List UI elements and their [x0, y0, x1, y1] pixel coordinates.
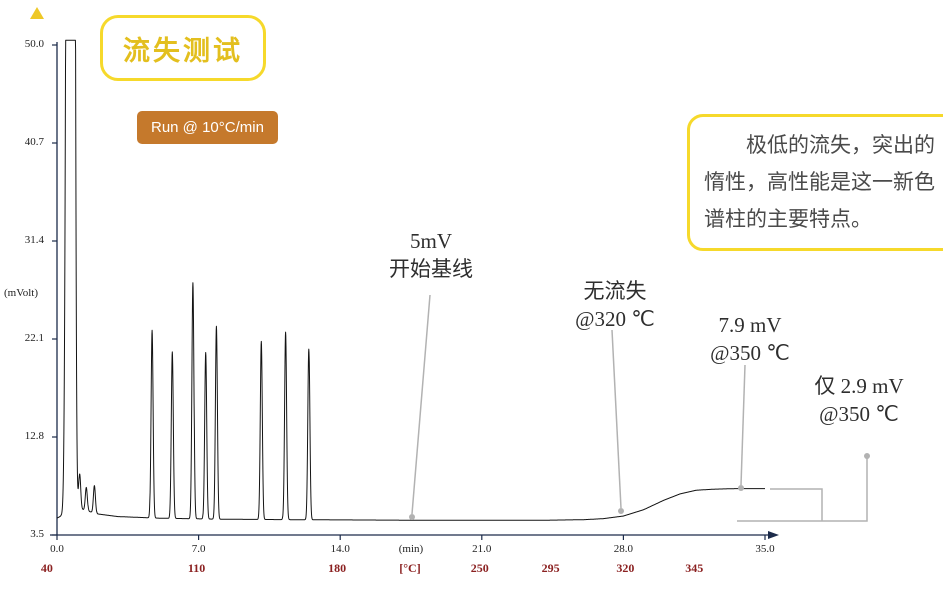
title-text: 流失测试: [123, 35, 243, 66]
temp-tick-label: [°C]: [399, 561, 421, 575]
y-tick-label: 50.0: [24, 38, 44, 50]
x-tick-label: 7.0: [191, 543, 206, 555]
annotation-no-bleed: 无流失 @320 ℃: [551, 277, 679, 333]
step-measure-bracket: [737, 457, 868, 522]
yellow-arrow-icon: [30, 7, 44, 19]
step-level-bracket: [770, 488, 823, 521]
temp-tick-label: 320: [616, 561, 635, 575]
annotation-pointer-dot: [738, 485, 744, 491]
run-rate-badge: Run @ 10°C/min: [137, 111, 278, 144]
temp-tick-label: 345: [685, 561, 704, 575]
annotation-value: 7.9 mV: [718, 313, 782, 337]
annotation-caption: @320 ℃: [575, 307, 655, 331]
y-axis-unit-label: (mVolt): [4, 287, 39, 299]
callout-box: 极低的流失，突出的惰性，高性能是这一新色谱柱的主要特点。: [687, 114, 943, 251]
annotation-caption: 开始基线: [389, 257, 473, 281]
callout-text: 极低的流失，突出的惰性，高性能是这一新色谱柱的主要特点。: [704, 133, 935, 231]
annotation-pointer-dot: [409, 514, 415, 520]
annotation-value: 无流失: [583, 279, 647, 303]
x-axis-arrow-icon: [768, 531, 779, 539]
y-tick-label: 31.4: [24, 234, 44, 246]
x-tick-label: 0.0: [50, 543, 64, 555]
x-tick-label: 14.0: [330, 543, 350, 555]
x-tick-label: 35.0: [755, 543, 775, 555]
annotation-pointer-dot: [618, 508, 624, 514]
annotation-value: 仅 2.9 mV: [814, 374, 904, 398]
temp-tick-label: 250: [470, 561, 489, 575]
temp-tick-label: 40: [40, 561, 53, 575]
title-badge: 流失测试: [100, 15, 266, 81]
y-tick-label: 3.5: [30, 528, 44, 540]
annotation-caption: @350 ℃: [819, 402, 899, 426]
step-measure-dot: [864, 453, 870, 459]
temp-tick-label: 295: [541, 561, 560, 575]
annotation-pointer-line: [611, 329, 622, 509]
y-tick-label: 40.7: [24, 136, 44, 148]
x-tick-label: (min): [398, 543, 424, 555]
annotation-caption: @350 ℃: [710, 341, 790, 365]
y-tick-label: 12.8: [24, 430, 44, 442]
chromatogram-trace: [56, 39, 766, 521]
temp-tick-label: 180: [328, 561, 347, 575]
annotation-plateau-level: 7.9 mV @350 ℃: [687, 311, 813, 367]
annotation-pointer-line: [740, 364, 746, 486]
annotation-value: 5mV: [410, 229, 452, 253]
annotation-step-height: 仅 2.9 mV @350 ℃: [786, 372, 932, 428]
y-tick-label: 22.1: [24, 332, 44, 344]
annotation-start-baseline: 5mV 开始基线: [356, 227, 506, 283]
x-tick-label: 21.0: [472, 543, 492, 555]
x-tick-label: 28.0: [613, 543, 634, 555]
annotation-pointer-line: [411, 294, 431, 515]
temp-tick-label: 110: [187, 561, 206, 575]
